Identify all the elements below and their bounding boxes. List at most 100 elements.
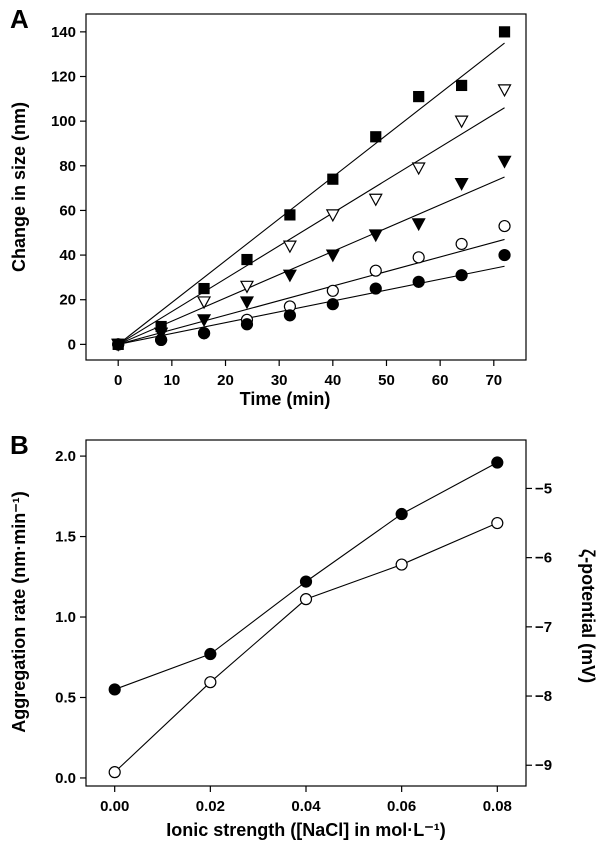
panel-b-x-ticks: 0.00 0.02 0.04 0.06 0.08 [100,786,512,815]
series-point [108,683,121,696]
filled-square-point [241,253,253,266]
series-point [395,507,408,521]
open-triangle-down-point [197,296,212,310]
panel-b-y2-ticks: −5 −6 −7 −8 −9 [526,480,552,774]
open-triangle-down-point [325,209,340,223]
panel-a-x-label: Time (min) [240,389,331,409]
y-tick-label: 2.0 [55,448,76,465]
open-circle-fit-line [118,238,505,345]
panel-b-y2-label: ζ-potential (mV) [577,549,598,683]
filled-triangle-down-point [197,314,212,328]
series-point [491,516,504,530]
panel-a-fit-lines [117,42,505,345]
y-tick-label: 0 [68,336,76,353]
x-tick-label: 70 [485,372,502,389]
filled-triangle-down-point [454,178,469,191]
x-tick-label: 60 [432,372,449,389]
open-triangle-down-fit-line [117,107,505,345]
x-tick-label: 0.00 [100,798,129,815]
x-tick-label: 0.08 [483,798,512,815]
y-tick-label: 0.5 [55,689,76,706]
x-tick-label: 0.02 [196,798,225,815]
panel-a-points [111,26,512,352]
panel-b-points [108,456,504,779]
y-tick-label: 60 [59,202,76,219]
open-triangle-down-point [411,162,426,176]
filled-circle-point [155,333,168,347]
filled-square-point [456,79,468,92]
x-tick-label: 10 [164,372,181,389]
x-tick-label: 30 [271,372,288,389]
y-tick-label: 120 [51,69,76,86]
panel-b-lines [114,462,498,773]
series-line [114,522,498,773]
open-circle-point [369,264,382,277]
x-tick-label: 0 [114,372,122,389]
series-point [299,593,313,606]
y-tick-label: 1.5 [55,529,76,546]
filled-circle-point [498,248,511,262]
x-tick-label: 20 [217,372,234,389]
x-tick-label: 50 [378,372,395,389]
filled-circle-point [326,298,339,311]
series-point [491,456,504,469]
filled-triangle-down-point [239,296,254,310]
y2-tick-label: −8 [535,688,552,705]
panel-a-frame [85,13,527,361]
filled-circle-point [283,309,297,322]
filled-triangle-down-point [325,249,340,263]
panel-b-frame [85,439,527,787]
series-point [108,766,121,779]
filled-circle-point [240,318,254,331]
filled-square-point [327,173,339,185]
x-tick-label: 0.06 [387,798,416,815]
filled-triangle-down-fit-line [117,176,505,345]
filled-square-fit-line [117,42,505,345]
open-triangle-down-point [368,193,383,207]
y2-tick-label: −6 [535,550,552,567]
filled-circle-point [112,338,125,351]
panel-a-chart: A 0 10 20 30 40 50 60 70 0 20 40 60 80 100 120 140 Tim… [9,4,527,409]
filled-triangle-down-point [282,269,297,283]
open-circle-point [498,219,511,233]
filled-circle-point [455,269,468,282]
y-tick-label: 0.0 [55,770,76,787]
y-tick-label: 40 [59,247,76,264]
filled-triangle-down-point [497,155,512,169]
open-triangle-down-point [454,115,469,129]
filled-square-point [498,26,511,38]
panel-a-y-label: Change in size (nm) [9,102,29,272]
series-point [204,647,217,661]
y-tick-label: 20 [59,292,76,309]
y2-tick-label: −7 [535,619,552,636]
filled-triangle-down-point [154,327,169,341]
filled-triangle-down-point [411,218,426,232]
panel-b-y-label: Aggregation rate (nm·min⁻¹) [9,491,29,733]
y-tick-label: 100 [51,113,76,130]
filled-circle-point [197,327,211,340]
open-circle-point [412,251,425,264]
y-tick-label: 140 [51,24,76,41]
panel-a-x-ticks: 0 10 20 30 40 50 60 70 [114,360,502,389]
open-triangle-down-point [239,280,254,294]
panel-b-chart: B 0.00 0.02 0.04 0.06 0.08 0.0 0.5 1.0 1.5 2.0 −… [9,430,598,840]
filled-circle-point [412,275,425,288]
series-point [204,676,217,689]
panel-b-y-ticks: 0.0 0.5 1.0 1.5 2.0 [55,448,86,787]
open-triangle-down-point [282,240,297,254]
y-tick-label: 1.0 [55,609,76,626]
panel-b-x-label: Ionic strength ([NaCl] in mol·L⁻¹) [166,820,445,840]
open-triangle-down-point [497,84,512,98]
panel-a-y-ticks: 0 20 40 60 80 100 120 140 [51,24,86,353]
open-circle-point [455,237,468,251]
filled-circle-point [369,282,382,295]
filled-square-point [370,131,382,143]
panel-b-label: B [10,430,29,460]
open-circle-point [326,284,339,297]
filled-triangle-down-point [368,229,383,243]
x-tick-label: 0.04 [291,798,321,815]
series-point [299,575,313,588]
filled-square-point [413,90,425,103]
y-tick-label: 80 [59,158,76,175]
